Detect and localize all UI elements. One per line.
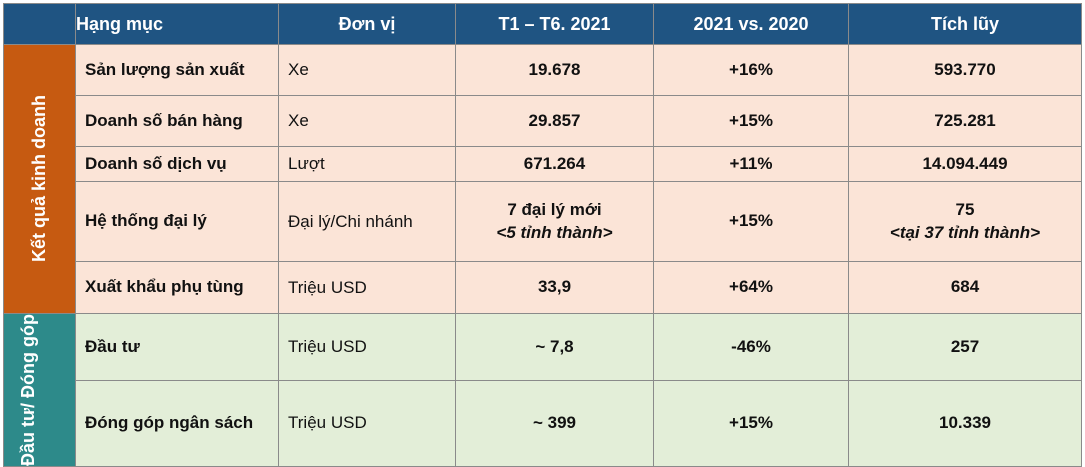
row-unit: Triệu USD [278,379,456,467]
row-name: Đầu tư [75,313,279,381]
header-row: Hạng mục Đơn vị T1 – T6. 2021 2021 vs. 2… [3,3,1082,45]
row-period: 29.857 [455,95,654,147]
row-growth: +15% [653,379,849,467]
row-unit: Xe [278,95,456,147]
header-unit: Đơn vị [278,3,456,45]
header-period: T1 – T6. 2021 [455,3,654,45]
row-name: Sản lượng sản xuất [75,44,279,96]
row-period-cell: 7 đại lý mới <5 tỉnh thành> [455,181,654,262]
row-growth: +11% [653,146,849,182]
row-unit: Lượt [278,146,456,182]
group-label-business-text: Kết quả kinh doanh [29,95,50,263]
table-row: Xuất khẩu phụ tùng Triệu USD 33,9 +64% 6… [4,261,1082,314]
table-row: Doanh số dịch vụ Lượt 671.264 +11% 14.09… [4,146,1082,182]
row-period: 671.264 [455,146,654,182]
row-cumulative: 14.094.449 [848,146,1082,182]
row-unit: Triệu USD [278,261,456,314]
header-cumulative: Tích lũy [848,3,1082,45]
row-cumulative-note: <tại 37 tỉnh thành> [889,222,1041,242]
row-name: Doanh số bán hàng [75,95,279,147]
row-period-note: <5 tỉnh thành> [496,222,613,242]
row-cumulative: 725.281 [848,95,1082,147]
table-row: Kết quả kinh doanh Sản lượng sản xuất Xe… [3,44,1082,314]
row-unit: Triệu USD [278,313,456,381]
row-cumulative: 257 [848,313,1082,381]
row-cumulative: 684 [848,261,1082,314]
row-cumulative: 593.770 [848,44,1082,96]
header-category: Hạng mục [75,3,279,45]
row-unit: Xe [278,44,456,96]
row-period: 19.678 [455,44,654,96]
table-row: Hệ thống đại lý Đại lý/Chi nhánh 7 đại l… [4,181,1082,262]
row-unit: Đại lý/Chi nhánh [278,181,456,262]
table-row: Đầu tư/ Đóng góp Đầu tư Triệu USD ~ 7,8 … [3,312,1082,467]
row-period: 7 đại lý mới [507,200,602,220]
row-period: 33,9 [455,261,654,314]
table-row: Doanh số bán hàng Xe 29.857 +15% 725.281 [4,95,1082,147]
row-name: Hệ thống đại lý [75,181,279,262]
row-name: Đóng góp ngân sách [75,379,279,467]
group-label-investment: Đầu tư/ Đóng góp [3,312,76,467]
row-period: ~ 399 [455,379,654,467]
row-cumulative-cell: 75 <tại 37 tỉnh thành> [848,181,1082,262]
row-cumulative: 75 [955,200,975,220]
row-period: ~ 7,8 [455,313,654,381]
row-cumulative: 10.339 [848,379,1082,467]
row-growth: +64% [653,261,849,314]
row-growth: +15% [653,95,849,147]
row-name: Doanh số dịch vụ [75,146,279,182]
header-spacer [3,3,76,45]
results-table: Hạng mục Đơn vị T1 – T6. 2021 2021 vs. 2… [3,3,1082,467]
table-row: Đóng góp ngân sách Triệu USD ~ 399 +15% … [4,379,1082,467]
row-growth: +15% [653,181,849,262]
row-name: Xuất khẩu phụ tùng [75,261,279,314]
group-label-business: Kết quả kinh doanh [3,44,76,314]
row-growth: +16% [653,44,849,96]
header-growth: 2021 vs. 2020 [653,3,849,45]
group-label-investment-text: Đầu tư/ Đóng góp [17,314,38,467]
row-growth: -46% [653,313,849,381]
